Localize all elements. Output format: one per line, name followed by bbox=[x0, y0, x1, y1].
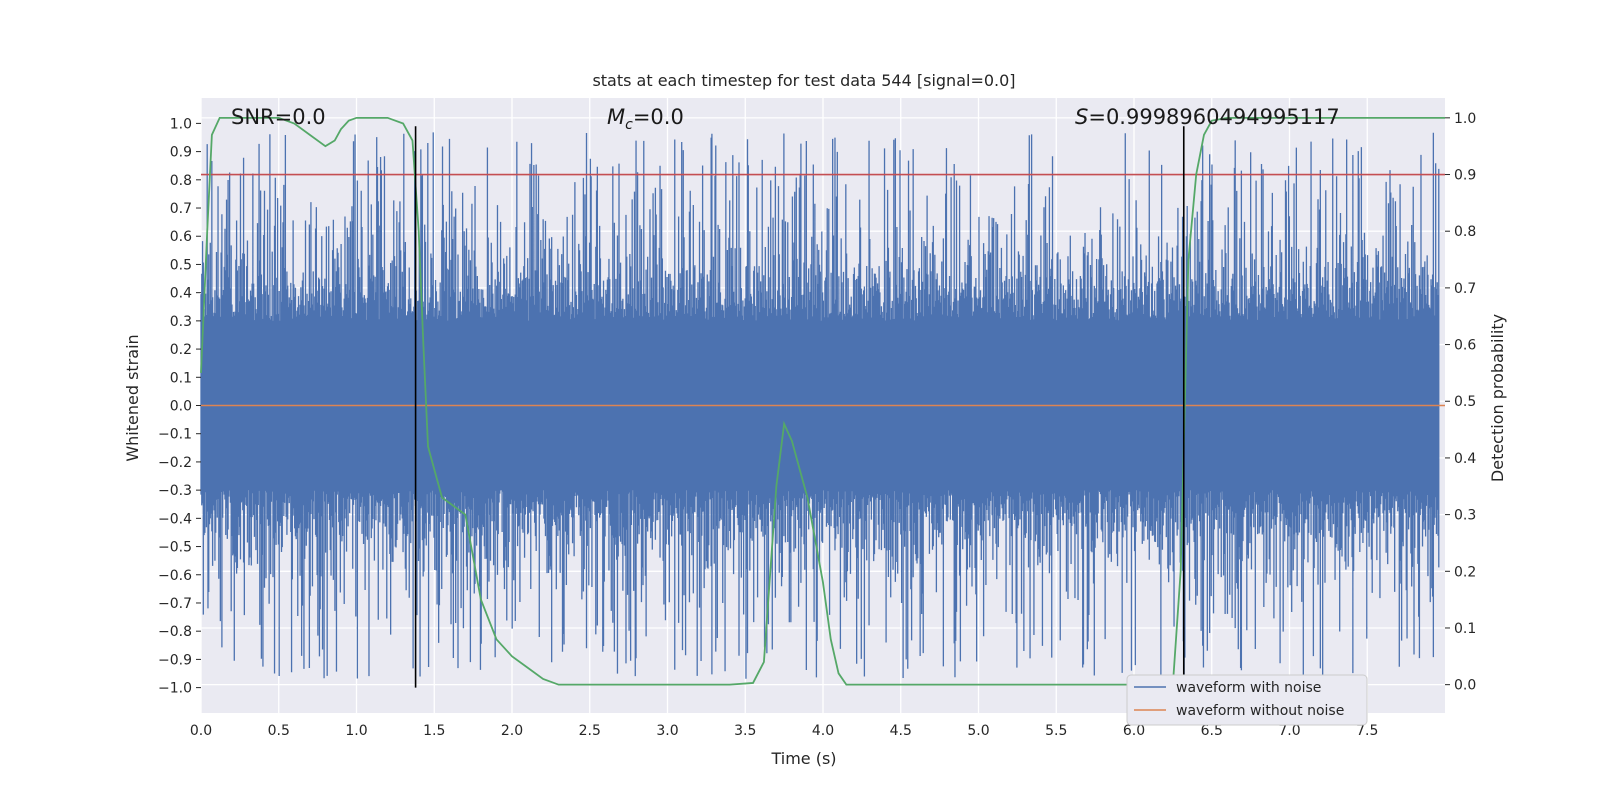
y-tick-label: −0.9 bbox=[158, 652, 192, 668]
legend-label-noisy: waveform with noise bbox=[1176, 680, 1321, 696]
y-tick-label: −0.8 bbox=[158, 624, 192, 640]
x-tick-label: 5.5 bbox=[1045, 723, 1067, 739]
y-tick-label: 0.3 bbox=[170, 314, 192, 330]
x-axis-ticks: 0.0 0.5 1.0 1.5 2.0 2.5 3.0 3.5 4.0 4.5 5.0 5.5 6.0 6… bbox=[190, 723, 1379, 739]
y-tick-label: 0.7 bbox=[170, 201, 192, 217]
x-tick-label: 0.0 bbox=[190, 723, 212, 739]
x-tick-label: 5.0 bbox=[967, 723, 989, 739]
y-tick-label: 0.9 bbox=[170, 145, 192, 161]
x-tick-label: 4.0 bbox=[812, 723, 834, 739]
y-tick-label: −0.1 bbox=[158, 427, 192, 443]
chart-title: stats at each timestep for test data 544… bbox=[592, 71, 1015, 90]
y2-tick-label: 0.8 bbox=[1454, 224, 1476, 240]
legend-box bbox=[1126, 674, 1368, 726]
y-tick-label: −0.5 bbox=[158, 540, 192, 556]
y2-tick-label: 0.0 bbox=[1454, 678, 1476, 694]
y-axis-label: Whitened strain bbox=[123, 334, 142, 461]
x-tick-label: 2.0 bbox=[501, 723, 523, 739]
y-tick-label: −0.7 bbox=[158, 596, 192, 612]
y-tick-label: 0.6 bbox=[170, 229, 192, 245]
y-tick-label: 0.0 bbox=[170, 399, 192, 415]
chirp-mass-annotation: Mc=0.0 bbox=[607, 105, 684, 133]
y2-tick-label: 0.7 bbox=[1454, 281, 1476, 297]
x-tick-label: 7.5 bbox=[1356, 723, 1378, 739]
statistic-symbol: S bbox=[1075, 105, 1088, 129]
legend: waveform with noise waveform without noi… bbox=[1126, 674, 1368, 726]
x-tick-label: 6.5 bbox=[1201, 723, 1223, 739]
x-tick-label: 0.5 bbox=[268, 723, 290, 739]
y-tick-label: −1.0 bbox=[158, 681, 192, 697]
x-tick-label: 1.0 bbox=[345, 723, 367, 739]
legend-label-clean: waveform without noise bbox=[1176, 703, 1344, 719]
y-tick-label: −0.6 bbox=[158, 568, 192, 584]
x-tick-label: 3.0 bbox=[656, 723, 678, 739]
x-axis-label: Time (s) bbox=[770, 749, 836, 768]
y-tick-label: 0.2 bbox=[170, 342, 192, 358]
chirp-mass-symbol: M bbox=[607, 105, 625, 129]
y2-tick-label: 0.5 bbox=[1454, 394, 1476, 410]
y2-axis-label: Detection probability bbox=[1488, 314, 1507, 482]
y-tick-label: −0.4 bbox=[158, 511, 192, 527]
vertical-markers bbox=[414, 126, 1185, 688]
y2-tick-label: 0.1 bbox=[1454, 621, 1476, 637]
chirp-mass-subscript: c bbox=[625, 117, 633, 133]
y-tick-label: 0.1 bbox=[170, 370, 192, 386]
y-tick-label: 1.0 bbox=[170, 116, 192, 132]
y-tick-label: 0.4 bbox=[170, 286, 192, 302]
x-tick-label: 1.5 bbox=[423, 723, 445, 739]
y2-axis-ticks: 1.0 0.9 0.8 0.7 0.6 0.5 0.4 0.3 0.2 0.1 0.0 bbox=[1445, 111, 1476, 694]
y2-tick-label: 0.3 bbox=[1454, 508, 1476, 524]
x-tick-label: 4.5 bbox=[890, 723, 912, 739]
x-tick-label: 3.5 bbox=[734, 723, 756, 739]
x-tick-label: 6.0 bbox=[1123, 723, 1145, 739]
statistic-annotation: S=0.9998960494995117 bbox=[1075, 105, 1340, 129]
y-tick-label: 0.8 bbox=[170, 173, 192, 189]
chirp-mass-value: =0.0 bbox=[633, 105, 684, 129]
y2-tick-label: 0.2 bbox=[1454, 564, 1476, 580]
y-axis-ticks: 1.0 0.9 0.8 0.7 0.6 0.5 0.4 0.3 0.2 0.1 0.0 −0.1 −0.… bbox=[158, 116, 201, 697]
y-tick-label: −0.2 bbox=[158, 455, 192, 471]
y2-tick-label: 1.0 bbox=[1454, 111, 1476, 127]
snr-annotation: SNR=0.0 bbox=[231, 105, 326, 129]
y2-tick-label: 0.4 bbox=[1454, 451, 1476, 467]
statistic-value: =0.9998960494995117 bbox=[1088, 105, 1339, 129]
x-tick-label: 7.0 bbox=[1278, 723, 1300, 739]
y2-tick-label: 0.9 bbox=[1454, 168, 1476, 184]
x-tick-label: 2.5 bbox=[579, 723, 601, 739]
y2-tick-label: 0.6 bbox=[1454, 338, 1476, 354]
y-tick-label: −0.3 bbox=[158, 483, 192, 499]
y-tick-label: 0.5 bbox=[170, 257, 192, 273]
